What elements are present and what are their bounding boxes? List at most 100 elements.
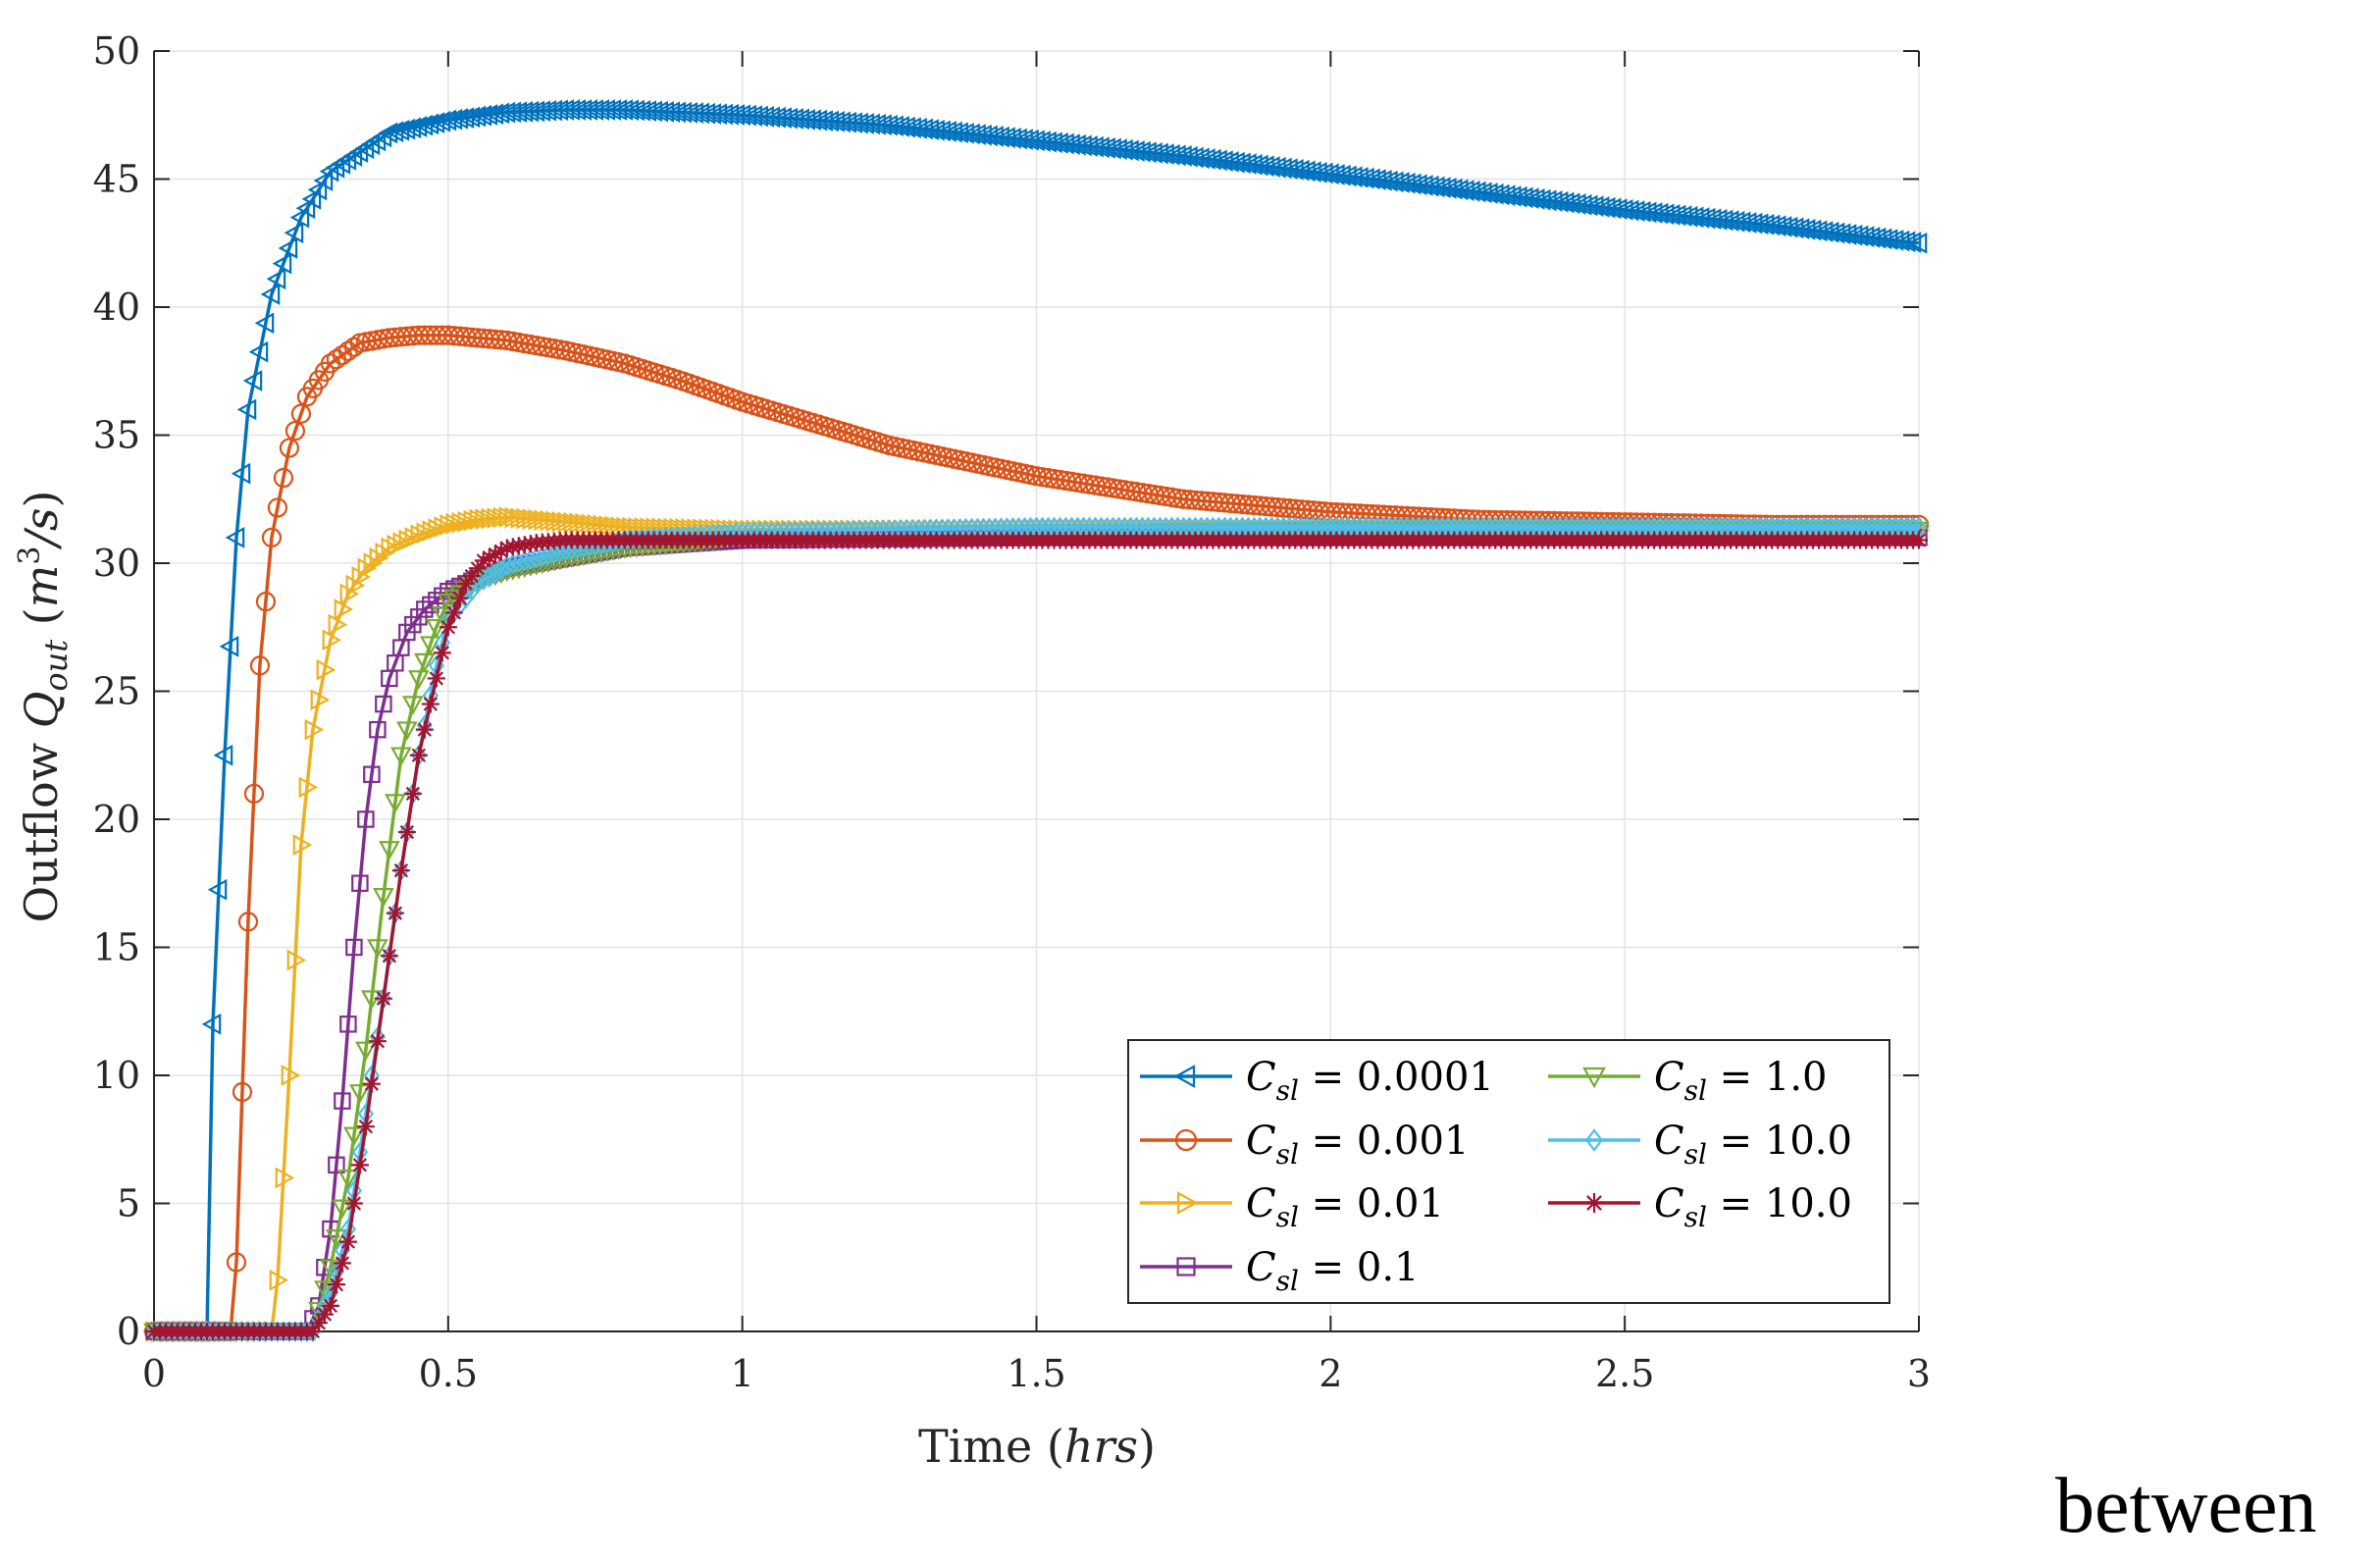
x-tick-label: 2.5 xyxy=(1595,1352,1654,1395)
data-point-marker xyxy=(625,99,646,122)
data-point-marker xyxy=(495,101,516,124)
data-point-marker xyxy=(1176,1191,1199,1215)
data-point-marker xyxy=(344,1194,363,1213)
data-point-marker xyxy=(707,103,727,126)
data-point-marker xyxy=(334,599,354,620)
data-point-marker xyxy=(469,573,486,595)
star-stroke xyxy=(323,1298,338,1314)
legend-entry: Csl = 1.0 xyxy=(1548,1055,1828,1107)
data-point-marker xyxy=(504,506,525,529)
x-tick-label: 1.5 xyxy=(1007,1352,1065,1395)
data-point-marker xyxy=(854,113,874,134)
data-point-marker xyxy=(713,103,733,126)
data-point-marker xyxy=(790,108,809,130)
data-point-marker xyxy=(513,100,534,123)
data-point-marker xyxy=(1910,531,1928,549)
data-point-marker xyxy=(419,636,441,655)
data-point-marker xyxy=(1582,1067,1606,1089)
data-point-marker xyxy=(355,1041,377,1062)
data-point-marker xyxy=(545,510,566,533)
data-point-marker xyxy=(462,567,481,586)
data-point-marker xyxy=(275,1167,295,1189)
y-tick-label: 40 xyxy=(93,286,140,329)
data-point-marker xyxy=(1901,232,1922,253)
star-stroke xyxy=(446,605,461,620)
data-point-marker xyxy=(375,695,392,713)
data-point-marker xyxy=(272,252,292,275)
data-point-marker xyxy=(490,102,510,125)
data-point-marker xyxy=(1907,232,1928,254)
data-point-marker xyxy=(304,718,325,741)
star-stroke xyxy=(470,561,485,576)
data-point-marker xyxy=(481,565,497,588)
star-stroke xyxy=(311,1316,327,1330)
data-point-marker xyxy=(543,99,563,122)
series-7 xyxy=(145,531,1928,1340)
data-point-marker xyxy=(475,569,492,592)
star-stroke xyxy=(405,786,420,802)
star-stroke xyxy=(393,863,409,878)
data-point-marker xyxy=(242,370,263,391)
data-point-marker xyxy=(1584,1193,1604,1213)
legend-entry: Csl = 10.0 xyxy=(1548,1119,1852,1171)
data-point-marker xyxy=(463,509,484,532)
data-point-marker xyxy=(831,111,851,133)
data-point-marker xyxy=(531,100,551,122)
legend-label: Csl = 0.1 xyxy=(1246,1245,1420,1297)
data-point-marker xyxy=(819,110,839,132)
y-tick-label: 35 xyxy=(93,414,140,457)
data-point-marker xyxy=(778,107,798,130)
data-point-marker xyxy=(807,109,827,131)
y-tick-label: 15 xyxy=(93,926,140,969)
data-point-marker xyxy=(284,222,304,244)
y-tick-label: 45 xyxy=(93,158,140,201)
data-point-marker xyxy=(407,670,430,690)
star-stroke xyxy=(388,906,403,920)
data-point-marker xyxy=(362,1074,381,1093)
data-point-marker xyxy=(607,99,628,121)
data-point-marker xyxy=(598,515,619,537)
legend-entry: Csl = 10.0 xyxy=(1548,1181,1852,1233)
data-point-marker xyxy=(332,1199,353,1220)
data-point-marker xyxy=(743,105,762,127)
data-point-marker xyxy=(451,511,472,534)
x-tick-label: 0.5 xyxy=(419,1352,478,1395)
data-point-marker xyxy=(322,629,342,651)
data-point-marker xyxy=(357,557,378,580)
data-point-marker xyxy=(1173,1065,1196,1088)
data-point-marker xyxy=(343,1126,365,1147)
data-point-marker xyxy=(422,596,440,614)
data-point-marker xyxy=(507,101,528,123)
x-tick-label: 1 xyxy=(731,1352,754,1395)
data-point-marker xyxy=(492,506,513,529)
star-stroke xyxy=(346,1196,362,1211)
data-point-marker xyxy=(581,513,601,536)
data-point-marker xyxy=(525,100,545,123)
legend-entry: Csl = 0.1 xyxy=(1140,1245,1420,1297)
star-stroke xyxy=(340,1234,356,1249)
data-point-marker xyxy=(648,100,669,123)
data-point-marker xyxy=(338,1232,357,1251)
data-point-marker xyxy=(369,720,387,739)
data-point-marker xyxy=(416,600,434,618)
data-point-marker xyxy=(866,113,886,135)
data-point-marker xyxy=(439,618,457,637)
data-point-marker xyxy=(749,105,768,128)
data-point-marker xyxy=(386,904,404,922)
data-point-marker xyxy=(278,237,298,259)
legend-label: Csl = 10.0 xyxy=(1654,1181,1852,1233)
star-stroke xyxy=(370,1034,386,1049)
data-point-marker xyxy=(369,547,389,569)
y-axis-label: Outflow Qout (m3/s) xyxy=(13,490,75,922)
data-point-marker xyxy=(463,580,480,602)
data-point-marker xyxy=(328,1156,345,1174)
data-point-marker xyxy=(328,613,348,636)
data-point-marker xyxy=(754,106,774,128)
star-stroke xyxy=(458,576,473,592)
data-point-marker xyxy=(563,539,580,560)
data-point-marker xyxy=(413,652,436,673)
data-point-marker xyxy=(363,765,381,784)
star-stroke xyxy=(440,620,455,635)
data-point-marker xyxy=(313,170,334,191)
